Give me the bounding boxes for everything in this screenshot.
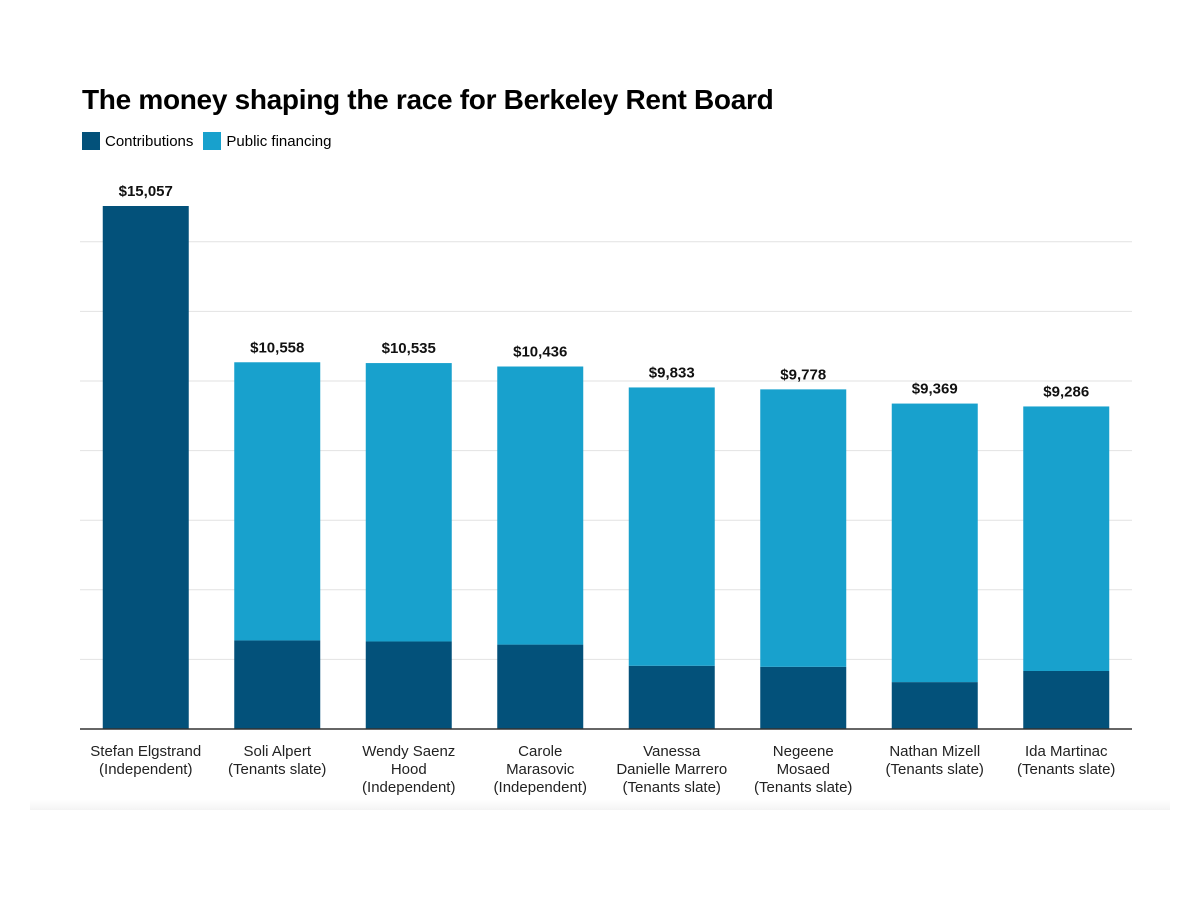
bar-public-financing bbox=[365, 363, 452, 642]
bottom-fade bbox=[30, 800, 1170, 810]
chart-legend: Contributions Public financing bbox=[82, 132, 341, 150]
legend-label-contributions: Contributions bbox=[105, 132, 194, 150]
bar-total-label: $10,535 bbox=[382, 340, 436, 357]
bar-total-label: $10,558 bbox=[250, 339, 304, 356]
bar-public-financing bbox=[497, 366, 584, 645]
bar-total-label: $9,778 bbox=[780, 366, 826, 383]
bar-contributions bbox=[891, 682, 978, 729]
legend-item-contributions: Contributions bbox=[82, 132, 193, 150]
chart-title: The money shaping the race for Berkeley … bbox=[82, 84, 774, 115]
category-label: (Tenants slate) bbox=[1017, 761, 1115, 778]
category-label: (Independent) bbox=[494, 779, 587, 796]
bar-total-label: $10,436 bbox=[513, 344, 567, 361]
legend-swatch-public-financing bbox=[203, 132, 222, 150]
category-label: Carole bbox=[518, 743, 562, 760]
bar-contributions bbox=[365, 641, 452, 729]
category-label: (Tenants slate) bbox=[623, 779, 721, 796]
bar-contributions bbox=[497, 644, 584, 729]
category-label: Wendy Saenz bbox=[362, 743, 455, 760]
legend-swatch-contributions bbox=[82, 132, 100, 150]
category-label: (Tenants slate) bbox=[754, 779, 852, 796]
bar-contributions bbox=[760, 666, 847, 729]
bar-public-financing bbox=[628, 387, 715, 666]
category-label: Mosaed bbox=[777, 761, 830, 778]
bar-contributions bbox=[234, 640, 321, 729]
bar-public-financing bbox=[760, 389, 847, 667]
bar-public-financing bbox=[891, 403, 978, 683]
bar-total-label: $9,833 bbox=[649, 364, 695, 381]
bar-total-label: $9,286 bbox=[1043, 383, 1089, 400]
bar-public-financing bbox=[234, 362, 321, 641]
category-label: Hood bbox=[391, 761, 427, 778]
category-label: Soli Alpert bbox=[243, 743, 311, 760]
bar-contributions bbox=[1023, 670, 1110, 729]
category-label: Negeene bbox=[773, 743, 834, 760]
category-label: Ida Martinac bbox=[1025, 743, 1108, 760]
category-label: Nathan Mizell bbox=[889, 743, 980, 760]
category-label: (Tenants slate) bbox=[228, 761, 326, 778]
legend-item-public-financing: Public financing bbox=[203, 132, 331, 150]
category-label: Marasovic bbox=[506, 761, 575, 778]
category-label: (Independent) bbox=[362, 779, 455, 796]
bar-contributions bbox=[628, 665, 715, 729]
category-label: Danielle Marrero bbox=[616, 761, 727, 778]
bar-contributions bbox=[102, 206, 189, 729]
category-label: Vanessa bbox=[643, 743, 701, 760]
category-label: (Independent) bbox=[99, 761, 192, 778]
category-label: Stefan Elgstrand bbox=[90, 743, 201, 760]
bar-total-label: $15,057 bbox=[119, 183, 173, 200]
bar-total-label: $9,369 bbox=[912, 381, 958, 398]
legend-label-public-financing: Public financing bbox=[226, 132, 332, 150]
category-label: (Tenants slate) bbox=[886, 761, 984, 778]
bar-public-financing bbox=[1023, 406, 1110, 671]
